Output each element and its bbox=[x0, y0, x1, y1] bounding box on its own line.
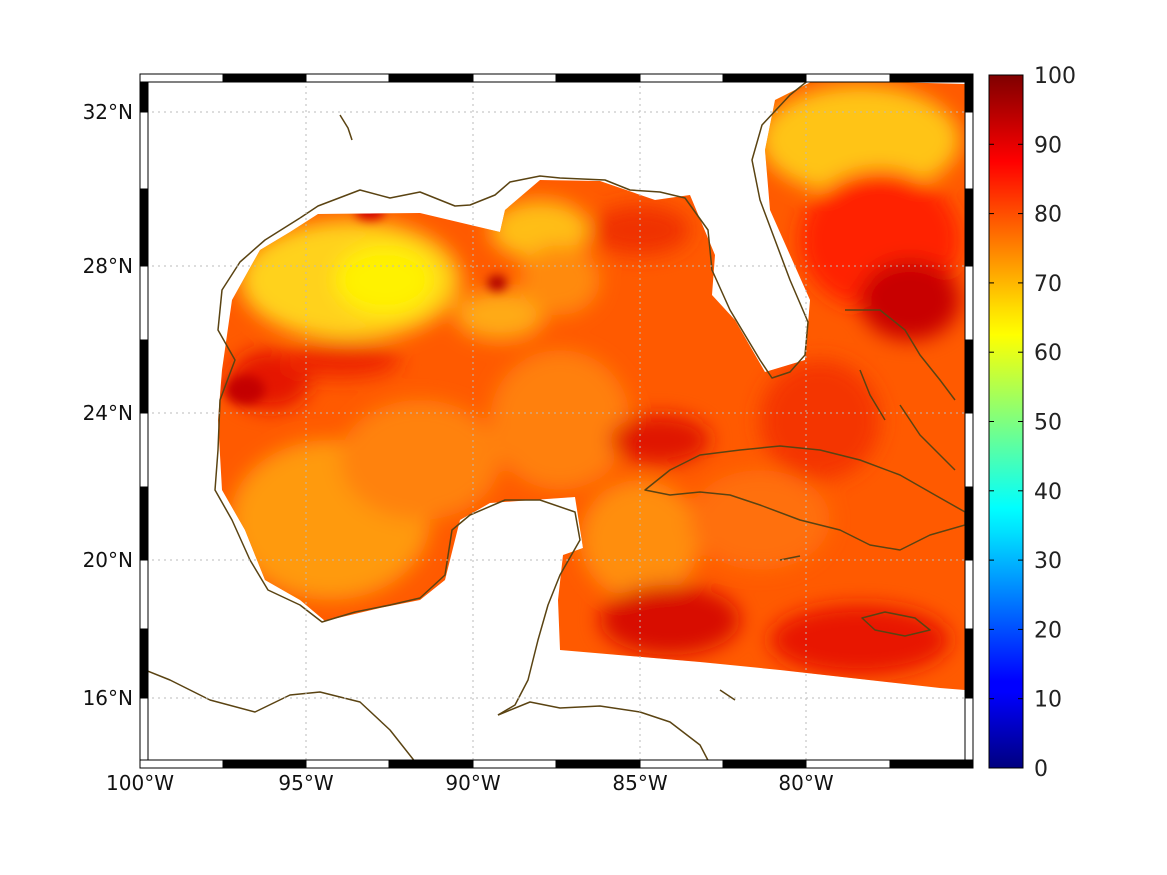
y-axis: 32°N 28°N 24°N 20°N 16°N bbox=[83, 100, 133, 710]
colorbar-tick-label: 0 bbox=[1034, 757, 1048, 782]
x-tick-label: 100°W bbox=[106, 771, 174, 795]
colorbar-tick-label: 50 bbox=[1034, 411, 1062, 436]
map-frame bbox=[139, 73, 974, 769]
colorbar-tick-label: 30 bbox=[1034, 549, 1062, 574]
x-axis: 100°W 95°W 90°W 85°W 80°W bbox=[106, 771, 834, 795]
colorbar-gradient bbox=[988, 74, 1024, 769]
x-tick-label: 80°W bbox=[778, 771, 833, 795]
y-tick-label: 16°N bbox=[83, 686, 133, 710]
x-tick-label: 90°W bbox=[445, 771, 500, 795]
colorbar-tick-label: 10 bbox=[1034, 688, 1062, 713]
colorbar-tick-label: 80 bbox=[1034, 203, 1062, 228]
y-tick-label: 24°N bbox=[83, 401, 133, 425]
colorbar-tick-label: 90 bbox=[1034, 133, 1062, 158]
colorbar-tick-label: 70 bbox=[1034, 272, 1062, 297]
colorbar-tick-label: 100 bbox=[1034, 64, 1076, 89]
coastlines bbox=[148, 82, 965, 760]
y-tick-label: 32°N bbox=[83, 100, 133, 124]
colorbar-tick-label: 40 bbox=[1034, 480, 1062, 505]
y-tick-label: 20°N bbox=[83, 548, 133, 572]
colorbar-tick-label: 20 bbox=[1034, 618, 1062, 643]
gridlines bbox=[148, 82, 965, 760]
colorbar-tick-label: 60 bbox=[1034, 341, 1062, 366]
x-tick-label: 85°W bbox=[612, 771, 667, 795]
y-tick-label: 28°N bbox=[83, 254, 133, 278]
x-tick-label: 95°W bbox=[278, 771, 333, 795]
